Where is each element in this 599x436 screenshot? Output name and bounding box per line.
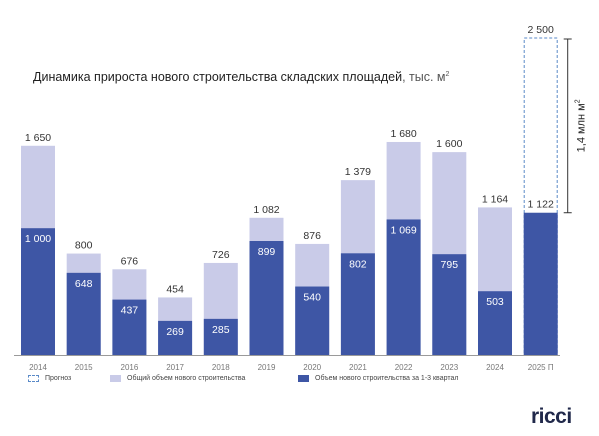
chart-title: Динамика прироста нового строительства с…: [33, 70, 449, 84]
data-label-q13: 269: [166, 326, 184, 338]
bar-q13: [340, 253, 375, 355]
x-tick-label: 2021: [349, 363, 367, 372]
bar-q13: [158, 320, 193, 355]
x-tick-label: 2019: [258, 363, 276, 372]
bar-q13: [112, 299, 147, 355]
ricci-logo[interactable]: ricci: [531, 405, 572, 429]
x-tick-label: 2022: [395, 363, 413, 372]
x-tick-label: 2020: [303, 363, 321, 372]
data-label-total: 676: [121, 255, 139, 267]
chart-title-main: Динамика прироста нового строительства с…: [33, 70, 403, 84]
bar-q13: [386, 219, 421, 355]
data-label-q13: 802: [349, 258, 367, 270]
bar-q13: [478, 291, 512, 355]
x-tick-label: 2025 П: [528, 363, 554, 372]
chart-title-unit: , тыс. м2: [402, 70, 450, 84]
x-tick-label: 2023: [440, 363, 458, 372]
legend-forecast: Прогноз: [28, 375, 71, 382]
legend-total: Общий объем нового строительства: [110, 375, 245, 382]
bar-q13: [295, 286, 330, 355]
data-label-q13: 503: [486, 296, 504, 308]
data-label-total: 1 600: [436, 138, 462, 150]
bar-q13: [66, 272, 101, 355]
bar-q13: [21, 228, 55, 355]
data-label-q13: 795: [441, 259, 459, 271]
data-label-q13: 648: [75, 278, 93, 290]
data-label-total: 454: [166, 283, 184, 295]
x-tick-label: 2017: [166, 363, 184, 372]
data-label-total: 1 680: [390, 128, 416, 140]
legend-forecast-label: Прогноз: [45, 375, 72, 382]
data-label-q13: 437: [121, 305, 139, 317]
legend-total-swatch: [110, 375, 121, 382]
x-tick-label: 2018: [212, 363, 230, 372]
bar-q13: [432, 254, 467, 355]
legend-total-label: Общий объем нового строительства: [127, 375, 246, 382]
data-label-total: 726: [212, 249, 230, 261]
data-label-q13: 1 069: [390, 224, 416, 236]
data-label-total: 800: [75, 240, 93, 252]
legend-q13-label: Объем нового строительства за 1-3 кварта…: [315, 375, 459, 382]
x-tick-label: 2014: [29, 363, 47, 372]
x-tick-label: 2024: [486, 363, 504, 372]
data-label-total: 876: [303, 230, 321, 242]
bar-q13: [203, 318, 238, 355]
data-label-total: 1 379: [345, 166, 371, 178]
data-label-total: 2 500: [528, 24, 554, 36]
data-label-total: 1 650: [25, 132, 51, 144]
bar-q13: [523, 212, 558, 355]
legend-q13: Объем нового строительства за 1-3 кварта…: [298, 375, 458, 382]
data-label-q13: 1 000: [25, 233, 51, 245]
forecast-gap-annotation: 1,4 млн м2: [575, 99, 588, 152]
bar-q13: [249, 241, 284, 355]
data-label-total: 1 082: [253, 204, 279, 216]
x-tick-label: 2016: [121, 363, 139, 372]
legend-q13-swatch: [298, 375, 309, 382]
data-label-q13: 285: [212, 324, 230, 336]
data-label-q13: 899: [258, 246, 276, 258]
data-label-q13: 540: [303, 292, 321, 304]
x-tick-label: 2015: [75, 363, 93, 372]
data-label-q13: 1 122: [528, 199, 554, 211]
data-label-total: 1 164: [482, 193, 508, 205]
legend-forecast-swatch: [28, 375, 39, 382]
logo-text: ricci: [531, 405, 572, 428]
